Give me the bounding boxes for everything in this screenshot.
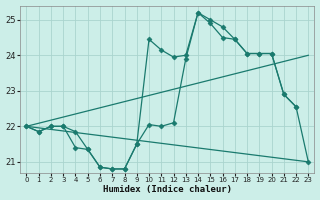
X-axis label: Humidex (Indice chaleur): Humidex (Indice chaleur) (103, 185, 232, 194)
